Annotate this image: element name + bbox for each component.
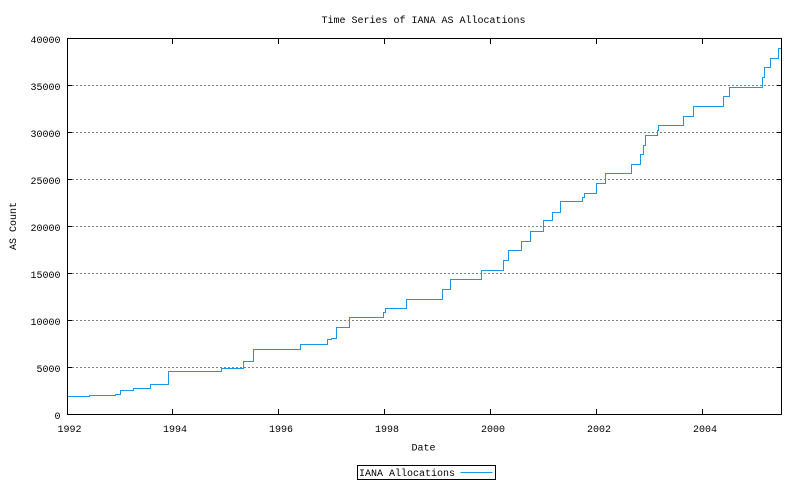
svg-text:2002: 2002 <box>587 425 611 436</box>
svg-text:0: 0 <box>54 412 60 423</box>
svg-text:AS Count: AS Count <box>9 202 20 250</box>
svg-text:40000: 40000 <box>30 36 60 47</box>
svg-text:1994: 1994 <box>163 425 187 436</box>
svg-text:35000: 35000 <box>30 83 60 94</box>
svg-text:1996: 1996 <box>269 425 293 436</box>
svg-text:15000: 15000 <box>30 271 60 282</box>
svg-text:2000: 2000 <box>481 425 505 436</box>
svg-text:1998: 1998 <box>375 425 399 436</box>
svg-text:30000: 30000 <box>30 130 60 141</box>
svg-text:IANA Allocations: IANA Allocations <box>359 468 455 480</box>
svg-text:20000: 20000 <box>30 224 60 235</box>
svg-text:1992: 1992 <box>57 425 81 436</box>
svg-text:2004: 2004 <box>693 425 717 436</box>
svg-text:25000: 25000 <box>30 177 60 188</box>
svg-text:Time Series of IANA AS Allocat: Time Series of IANA AS Allocations <box>321 15 525 27</box>
svg-text:5000: 5000 <box>36 365 60 376</box>
svg-text:Date: Date <box>411 444 435 455</box>
svg-text:10000: 10000 <box>30 318 60 329</box>
